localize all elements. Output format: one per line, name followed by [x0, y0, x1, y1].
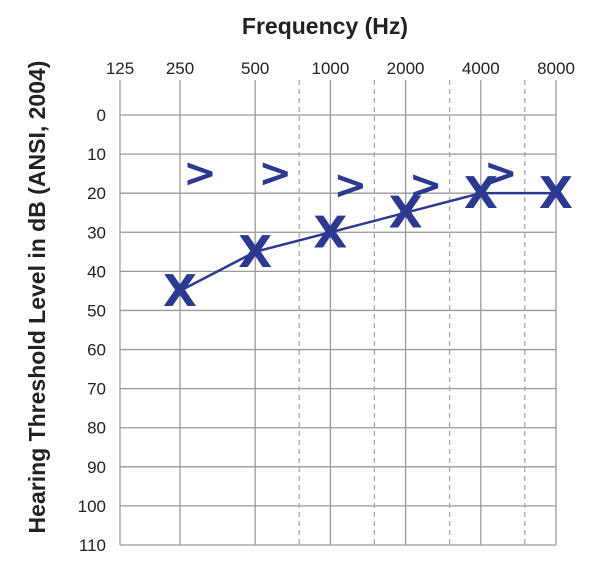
greater-than-marker: > [484, 151, 518, 197]
x-tick-label: 4000 [462, 59, 500, 78]
x-marker: X [389, 188, 423, 239]
y-tick-label: 40 [87, 262, 106, 281]
greater-than-marker: > [258, 151, 292, 197]
x-tick-label: 8000 [537, 59, 575, 78]
x-tick-label: 125 [106, 59, 134, 78]
y-tick-label: 0 [97, 106, 106, 125]
y-tick-label: 100 [78, 497, 106, 516]
x-marker: X [313, 207, 347, 258]
y-tick-label: 90 [87, 458, 106, 477]
series-line [179, 191, 556, 293]
y-tick-label: 30 [87, 223, 106, 242]
greater-than-marker: > [409, 162, 443, 208]
x-tick-label: 500 [241, 59, 269, 78]
y-tick-label: 80 [87, 419, 106, 438]
y-tick-label: 20 [87, 184, 106, 203]
x-marker: X [163, 266, 197, 317]
bone-conduction-series: > > > > > [183, 151, 517, 209]
grid-lines [119, 80, 557, 546]
x-tick-labels: 125 250 500 1000 2000 4000 8000 [106, 59, 575, 78]
x-tick-label: 1000 [311, 59, 349, 78]
greater-than-marker: > [183, 151, 217, 197]
y-tick-labels: 0 10 20 30 40 50 60 70 80 90 100 110 [78, 106, 106, 555]
y-tick-label: 60 [87, 341, 106, 360]
x-tick-label: 2000 [387, 59, 425, 78]
chart-title: Frequency (Hz) [242, 13, 408, 39]
x-tick-label: 250 [166, 59, 194, 78]
x-marker: X [464, 168, 498, 219]
y-tick-label: 110 [79, 536, 106, 555]
y-tick-label: 10 [87, 145, 106, 164]
y-tick-label: 70 [87, 380, 106, 399]
data-series: XX X X X X> > > > > [163, 151, 573, 317]
y-tick-label: 50 [87, 301, 106, 320]
x-marker: X [238, 227, 272, 278]
y-axis-label: Hearing Threshold Level in dB (ANSI, 200… [24, 61, 50, 534]
greater-than-marker: > [334, 162, 368, 208]
x-marker: X [539, 168, 573, 219]
air-conduction-series: XX X X X X [163, 168, 573, 317]
